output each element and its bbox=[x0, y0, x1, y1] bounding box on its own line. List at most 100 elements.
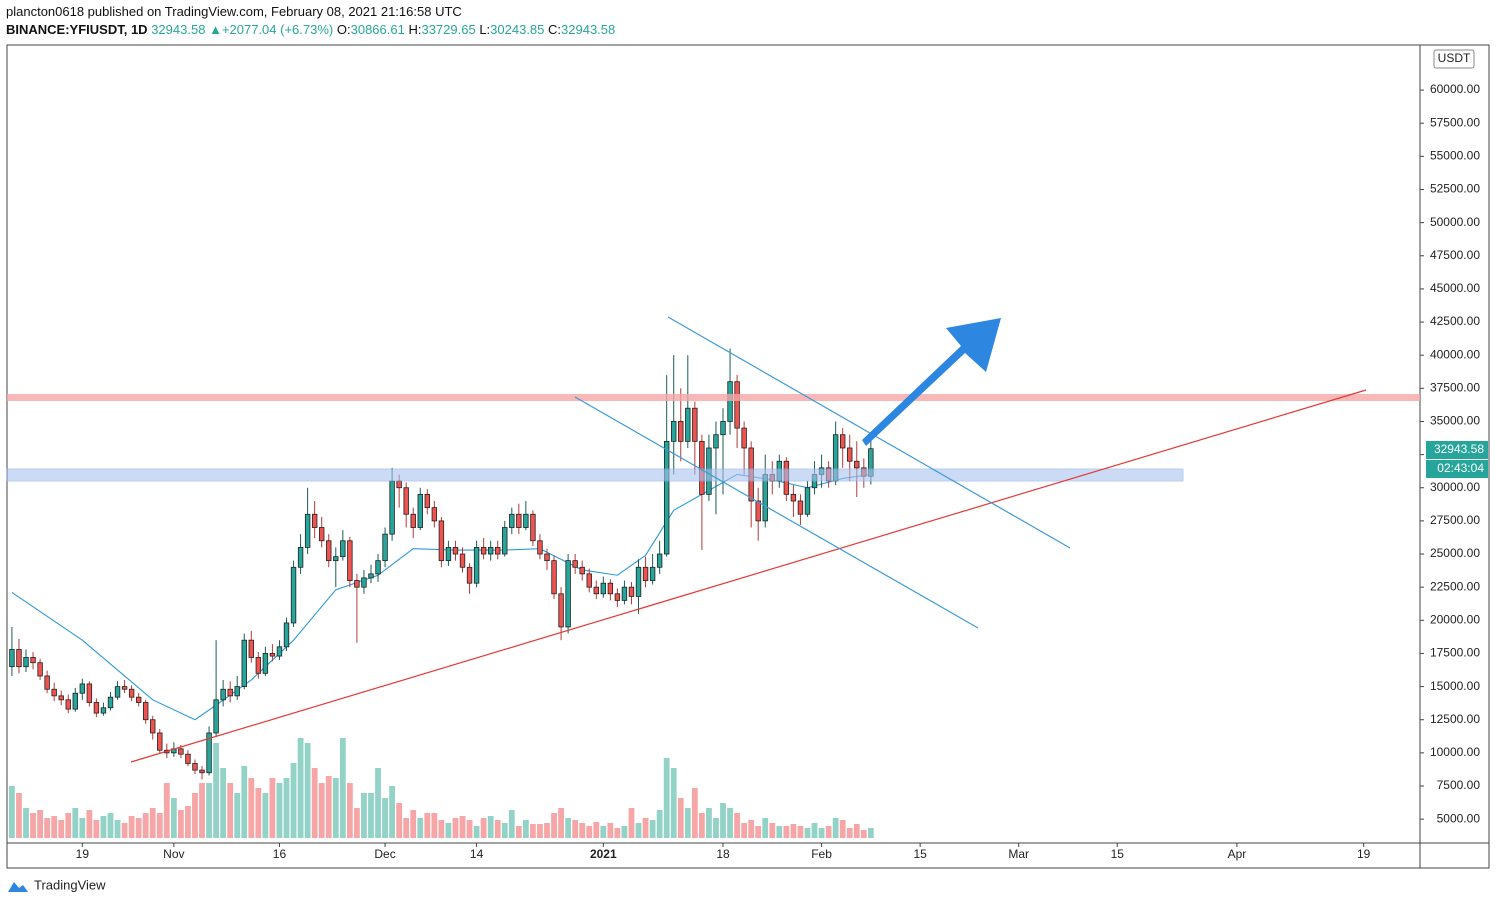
candle-body bbox=[23, 657, 29, 668]
candle-body bbox=[262, 653, 269, 674]
candle-body bbox=[678, 421, 684, 442]
volume-bar bbox=[410, 810, 417, 838]
volume-bar bbox=[206, 783, 212, 838]
volume-bar bbox=[600, 826, 607, 838]
candle-body bbox=[755, 500, 761, 522]
volume-bar bbox=[234, 793, 241, 838]
legend-line: BINANCE:YFIUSDT, 1D 32943.58 ▲+2077.04 (… bbox=[6, 22, 615, 37]
trendline bbox=[130, 389, 1367, 763]
candle-body bbox=[389, 480, 395, 535]
volume-bar bbox=[755, 826, 762, 838]
y-tick-label: 37500.00 bbox=[1430, 380, 1480, 394]
x-tick-label: Dec bbox=[374, 847, 395, 861]
candle-body bbox=[107, 696, 114, 709]
volume-bar bbox=[853, 824, 860, 838]
candle-body bbox=[452, 546, 459, 555]
volume-bar bbox=[185, 806, 191, 838]
volume-bar bbox=[565, 818, 572, 838]
candle-body bbox=[311, 513, 318, 528]
volume-bar bbox=[635, 823, 642, 838]
candle-body bbox=[192, 763, 198, 771]
candle-body bbox=[410, 513, 416, 528]
frame bbox=[6, 44, 1490, 869]
x-tick-label: 14 bbox=[470, 847, 484, 861]
volume-bar bbox=[741, 823, 748, 838]
candle-body bbox=[839, 434, 846, 449]
candle-body bbox=[135, 696, 142, 703]
candle-body bbox=[403, 487, 409, 515]
candle-body bbox=[86, 683, 93, 703]
y-tick-label: 55000.00 bbox=[1430, 149, 1480, 163]
volume-bar bbox=[825, 826, 832, 838]
volume-bar bbox=[670, 768, 677, 838]
y-tick-label: 5000.00 bbox=[1437, 811, 1481, 825]
last: 32943.58 bbox=[151, 22, 206, 37]
candle-body bbox=[290, 566, 297, 624]
channel-lower bbox=[574, 396, 979, 629]
candle-body bbox=[699, 440, 705, 495]
candle-body bbox=[100, 707, 107, 714]
candle-body bbox=[220, 688, 226, 701]
volume-bar bbox=[466, 820, 473, 838]
x-tick-label: Nov bbox=[163, 847, 184, 861]
candle-body bbox=[79, 683, 86, 694]
volume-bar bbox=[23, 808, 29, 838]
candle-body bbox=[593, 586, 599, 595]
volume-bar bbox=[135, 818, 142, 838]
y-tick-label: 17500.00 bbox=[1430, 646, 1480, 660]
x-tick-label: 16 bbox=[273, 847, 287, 861]
low: 30243.85 bbox=[490, 22, 545, 37]
currency: USDT bbox=[1438, 51, 1471, 65]
candle-body bbox=[65, 699, 71, 710]
candle-body bbox=[720, 421, 726, 436]
candle-body bbox=[544, 553, 550, 562]
volume-bar bbox=[642, 818, 649, 838]
candle-body bbox=[354, 580, 360, 588]
y-tick-label: 7500.00 bbox=[1437, 778, 1481, 792]
candle-body bbox=[93, 702, 100, 714]
y-tick-label: 12500.00 bbox=[1430, 712, 1480, 726]
candle-body bbox=[523, 513, 529, 528]
candle-body bbox=[297, 546, 304, 568]
volume-bar bbox=[192, 793, 198, 838]
volume-bar bbox=[318, 783, 325, 838]
volume-bar bbox=[790, 824, 797, 838]
candle-body bbox=[16, 649, 22, 668]
volume-bar bbox=[776, 826, 783, 838]
candle-body bbox=[466, 566, 473, 584]
candle-body bbox=[361, 577, 367, 588]
candle-body bbox=[304, 513, 311, 548]
volume-bar bbox=[572, 820, 579, 838]
publish-line: plancton0618 published on TradingView.co… bbox=[6, 4, 462, 19]
volume-bar bbox=[361, 793, 367, 838]
candle-body bbox=[150, 719, 156, 734]
volume-bar bbox=[487, 816, 494, 838]
volume-bar bbox=[684, 808, 691, 838]
candle-body bbox=[114, 686, 121, 698]
candle-body bbox=[234, 686, 240, 697]
volume-bar bbox=[44, 818, 51, 838]
candle-body bbox=[565, 560, 571, 628]
volume-bar bbox=[262, 793, 269, 838]
y-tick-label: 45000.00 bbox=[1430, 281, 1480, 295]
volume-bar bbox=[727, 808, 733, 838]
candle-body bbox=[185, 753, 191, 764]
candle-body bbox=[487, 546, 494, 555]
volume-bar bbox=[290, 763, 297, 838]
volume-bar bbox=[769, 823, 776, 838]
candle-body bbox=[128, 688, 135, 698]
volume-bar bbox=[734, 813, 740, 838]
volume-bar bbox=[79, 818, 86, 838]
volume-bar bbox=[100, 816, 107, 838]
volume-bar bbox=[9, 786, 15, 838]
volume-bar bbox=[501, 823, 508, 838]
channel-upper bbox=[667, 316, 1071, 549]
volume-bar bbox=[93, 820, 100, 838]
volume-bar bbox=[375, 768, 381, 838]
candle-body bbox=[368, 573, 374, 579]
candle-body bbox=[283, 622, 290, 648]
volume-bar bbox=[107, 813, 114, 838]
candle-body bbox=[157, 732, 163, 751]
candle-body bbox=[692, 407, 698, 442]
